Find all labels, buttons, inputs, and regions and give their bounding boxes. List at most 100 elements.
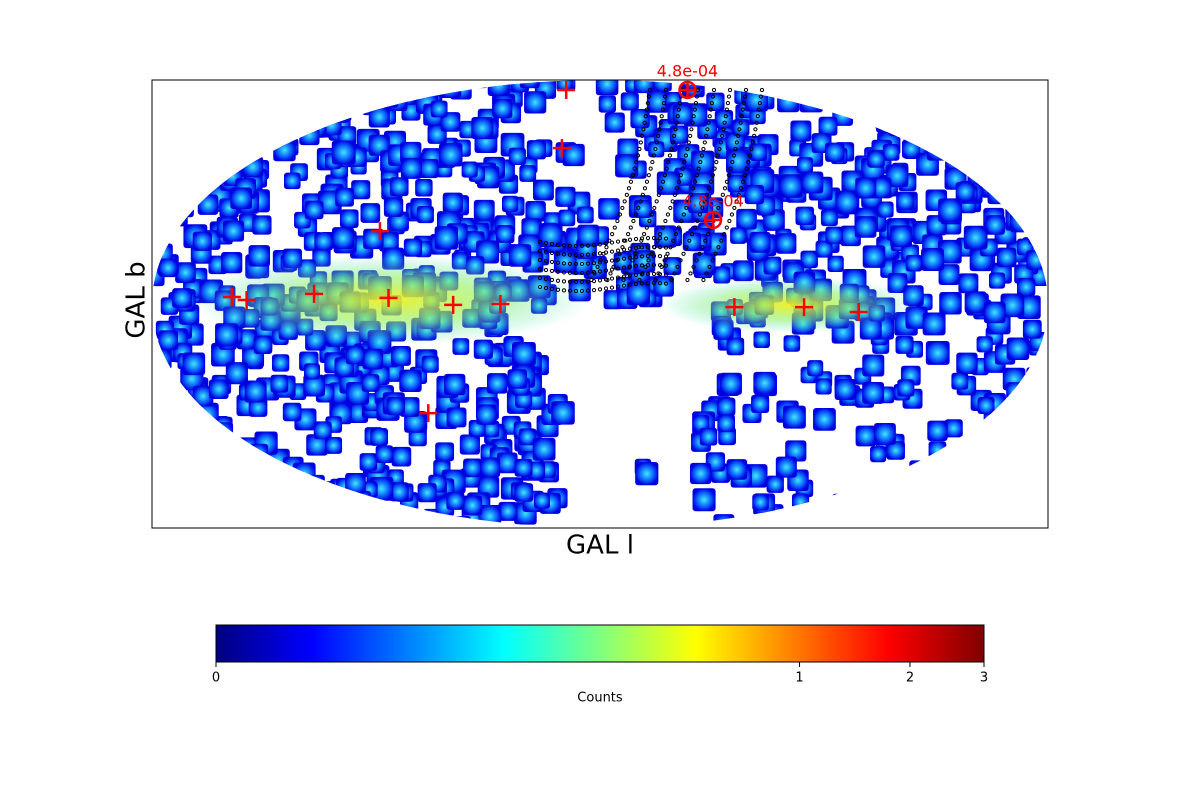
contour-dot xyxy=(752,133,757,138)
map-pixel xyxy=(807,360,824,377)
source-marker xyxy=(379,288,398,307)
contour-dot xyxy=(651,235,657,241)
contour-dot xyxy=(567,261,573,266)
map-pixel xyxy=(985,215,1005,235)
map-pixel xyxy=(152,485,160,504)
map-pixel xyxy=(217,498,239,520)
map-pixel xyxy=(438,80,462,98)
contour-dot xyxy=(695,218,700,224)
map-pixel xyxy=(551,401,575,425)
contour-dot xyxy=(669,277,674,283)
contour-dot xyxy=(712,166,717,171)
map-pixel xyxy=(939,126,958,145)
contour-dot xyxy=(537,266,543,272)
map-pixel xyxy=(328,103,349,123)
map-pixel xyxy=(855,177,877,199)
map-pixel xyxy=(961,129,981,148)
contour-dot xyxy=(567,279,573,284)
contour-dot xyxy=(638,140,643,145)
contour-dot xyxy=(561,252,567,257)
contour-dot xyxy=(742,173,747,178)
map-pixel xyxy=(887,80,912,99)
map-pixel xyxy=(967,80,990,89)
map-pixel xyxy=(152,447,164,468)
contour-dot xyxy=(537,248,543,254)
contour-dot xyxy=(660,107,665,112)
contour-dot xyxy=(657,272,663,277)
contour-dot xyxy=(597,242,603,247)
map-pixel xyxy=(304,515,324,528)
contour-dot xyxy=(624,192,629,197)
map-pixel xyxy=(364,508,387,528)
map-pixel xyxy=(374,81,396,102)
map-pixel xyxy=(162,412,184,433)
map-pixel xyxy=(435,442,455,462)
map-pixel xyxy=(1030,512,1048,528)
contour-dot xyxy=(749,146,754,152)
map-pixel xyxy=(270,374,289,393)
map-pixel xyxy=(925,341,950,365)
map-pixel xyxy=(286,503,307,524)
map-pixel xyxy=(417,483,437,503)
map-pixel xyxy=(196,480,219,504)
map-pixel xyxy=(1026,367,1048,390)
map-pixel xyxy=(939,292,962,315)
contour-dot xyxy=(659,114,664,119)
contour-dot xyxy=(549,259,555,265)
map-pixel xyxy=(862,354,885,377)
contour-dot xyxy=(758,94,764,99)
map-pixel xyxy=(220,94,241,115)
contour-dot xyxy=(663,254,669,259)
contour-dot xyxy=(637,277,642,283)
map-pixel xyxy=(818,116,838,136)
map-pixel xyxy=(300,102,322,124)
contour-dot xyxy=(697,251,702,256)
contour-dot xyxy=(615,218,620,224)
map-pixel xyxy=(885,490,908,513)
contour-dot xyxy=(657,254,663,259)
map-pixel xyxy=(832,493,856,517)
map-pixel xyxy=(940,467,963,490)
map-pixel xyxy=(775,233,797,254)
map-pixel xyxy=(972,80,996,99)
contour-dot xyxy=(657,127,662,132)
contour-dot xyxy=(660,179,666,184)
map-pixel xyxy=(692,488,716,512)
source-marker xyxy=(795,298,814,317)
map-pixel xyxy=(877,201,894,218)
contour-dot xyxy=(669,146,674,152)
contour-dot xyxy=(555,269,561,274)
contour-dot xyxy=(646,94,652,99)
contour-dot xyxy=(757,101,763,106)
map-pixel xyxy=(208,430,230,452)
contour-dot xyxy=(698,159,703,165)
map-pixel xyxy=(970,80,988,88)
colorbar xyxy=(215,624,985,663)
contour-dot xyxy=(641,232,647,237)
contour-dot xyxy=(657,236,663,241)
contour-dot xyxy=(543,276,549,282)
map-pixel xyxy=(1022,319,1042,339)
map-pixel xyxy=(249,469,272,492)
map-pixel xyxy=(690,462,712,485)
map-pixel xyxy=(496,452,518,474)
map-pixel xyxy=(730,227,747,244)
contour-dot xyxy=(645,235,651,241)
contour-dot xyxy=(549,286,555,292)
map-pixel xyxy=(519,80,540,89)
map-pixel xyxy=(926,509,945,527)
map-pixel xyxy=(950,115,968,133)
map-pixel xyxy=(339,209,359,229)
map-pixel xyxy=(717,414,736,433)
contour-dot xyxy=(647,87,653,93)
contour-dot xyxy=(617,251,622,256)
contour-dot xyxy=(645,244,651,250)
contour-dot xyxy=(702,140,707,145)
map-pixel xyxy=(336,502,359,525)
contour-dot xyxy=(682,159,687,165)
map-pixel xyxy=(653,80,672,92)
contour-dot xyxy=(717,146,722,152)
map-pixel xyxy=(476,404,497,425)
contour-dot xyxy=(677,101,683,106)
contour-dot xyxy=(617,212,623,217)
